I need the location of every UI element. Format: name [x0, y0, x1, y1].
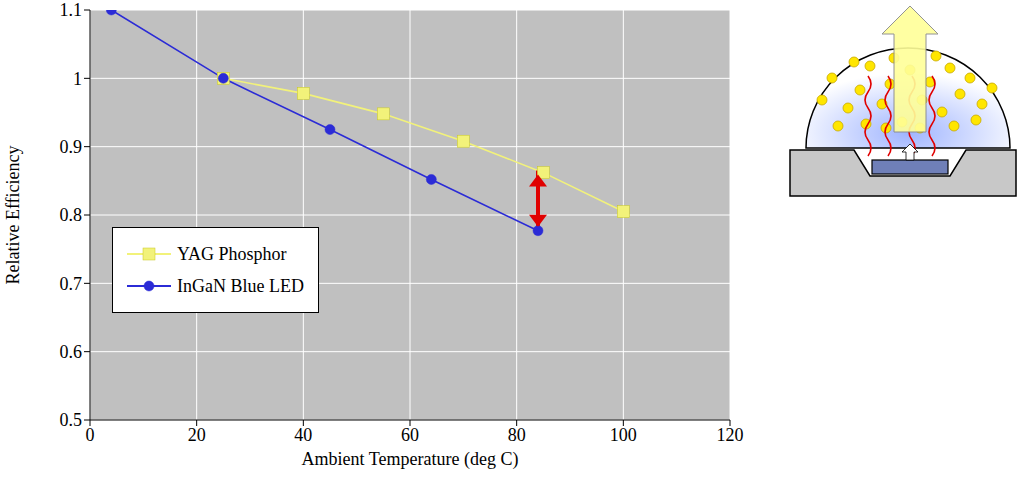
html-text:InGaN Blue LED: InGaN Blue LED: [177, 276, 304, 297]
svg-text:0.7: 0.7: [60, 274, 83, 294]
svg-text:0: 0: [86, 425, 95, 445]
svg-text:60: 60: [401, 425, 419, 445]
svg-text:1: 1: [73, 69, 82, 89]
svg-text:40: 40: [294, 425, 312, 445]
svg-text:0.8: 0.8: [60, 205, 83, 225]
svg-text:1.1: 1.1: [60, 0, 83, 20]
svg-text:0.6: 0.6: [60, 342, 83, 362]
svg-text:Relative Efficiency: Relative Efficiency: [3, 145, 23, 284]
svg-text:100: 100: [610, 425, 637, 445]
svg-text:Ambient Temperature (deg C): Ambient Temperature (deg C): [302, 449, 519, 470]
svg-text:80: 80: [508, 425, 526, 445]
svg-text:0.5: 0.5: [60, 410, 83, 430]
html-text:YAG Phosphor: YAG Phosphor: [177, 244, 287, 265]
svg-text:0.9: 0.9: [60, 137, 83, 157]
svg-text:120: 120: [717, 425, 744, 445]
svg-text:20: 20: [188, 425, 206, 445]
